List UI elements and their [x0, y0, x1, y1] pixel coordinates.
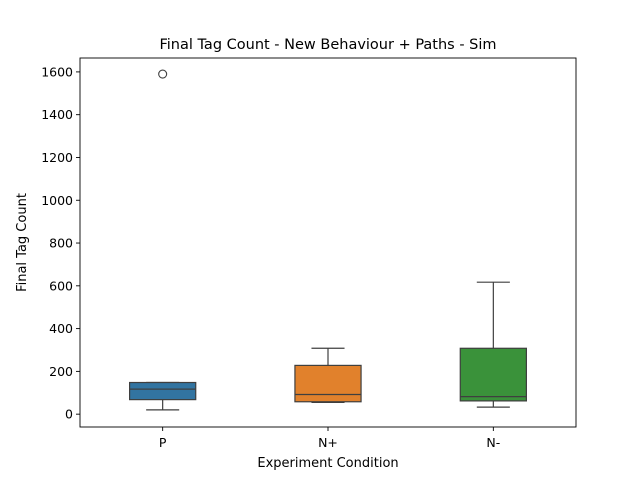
y-tick-label: 0 — [65, 407, 73, 422]
y-tick-label: 600 — [49, 278, 73, 293]
x-tick-label: N+ — [318, 435, 338, 450]
box-p — [129, 69, 197, 411]
chart-title: Final Tag Count - New Behaviour + Paths … — [159, 37, 496, 53]
box-iqr — [459, 347, 527, 402]
y-tick-label: 400 — [49, 321, 73, 336]
box-n-minus — [459, 281, 527, 408]
x-tick-label: P — [159, 435, 167, 450]
y-tick-label: 1200 — [41, 150, 73, 165]
x-axis: P N+ N- — [159, 427, 500, 450]
outlier-point — [158, 69, 168, 79]
x-axis-label: Experiment Condition — [257, 456, 398, 471]
box-n-plus — [294, 347, 362, 403]
plot-area — [129, 69, 527, 411]
y-tick-label: 200 — [49, 364, 73, 379]
y-axis: 0 200 400 600 800 1000 1200 1400 1600 — [41, 64, 80, 422]
y-tick-label: 1400 — [41, 107, 73, 122]
y-axis-label: Final Tag Count — [15, 193, 30, 292]
box-iqr — [129, 381, 197, 401]
y-tick-label: 1000 — [41, 193, 73, 208]
box-iqr — [294, 364, 362, 403]
x-tick-label: N- — [486, 435, 500, 450]
y-tick-label: 800 — [49, 236, 73, 251]
y-tick-label: 1600 — [41, 64, 73, 79]
